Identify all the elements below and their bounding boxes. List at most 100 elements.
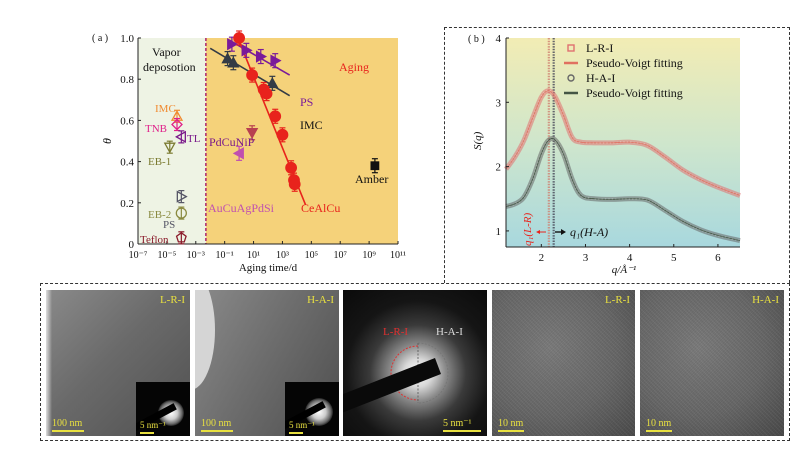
data-point-ps <box>255 50 268 63</box>
vapor-point-eb-2 <box>175 207 187 219</box>
vapor-point-tl <box>174 130 186 143</box>
x-axis-label: Aging time/d <box>239 262 298 274</box>
data-point-cealcu <box>285 161 298 174</box>
chart-b-frame <box>444 27 790 283</box>
vapor-label-eb-1: EB-1 <box>148 156 171 168</box>
saed-pattern-comparison: L-R-I H-A-I 5 nm⁻¹ <box>343 290 487 436</box>
data-point-imc <box>221 52 234 64</box>
tem-frame <box>40 283 790 441</box>
data-point-cealcu <box>276 128 289 141</box>
fit-line-h-a-i <box>505 138 741 241</box>
x-tick-label: 10¹¹ <box>390 250 406 261</box>
x-tick-label: 10⁷ <box>333 250 347 261</box>
vapor-label-ps: PS <box>163 219 175 231</box>
region-label-vapor: deposotion <box>143 60 196 74</box>
vapor-label-teflon: Teflon <box>140 234 169 246</box>
y-tick-label: 4 <box>496 33 502 45</box>
region-label-vapor: Vapor <box>152 45 181 59</box>
tem-label-hai: H-A-I <box>436 326 463 338</box>
panel-label-b: ( b ) <box>468 34 485 45</box>
scale-bar: 100 nm <box>201 418 233 432</box>
arrowhead-q1-ha <box>561 229 566 235</box>
legend-label: H-A-I <box>586 71 615 85</box>
scale-bar: 100 nm <box>52 418 84 432</box>
x-tick-label: 10³ <box>276 250 289 261</box>
tem-image-lri: L-R-I 5 nm⁻¹ 100 nm <box>46 290 190 436</box>
saed-inset: 5 nm⁻¹ <box>285 382 339 436</box>
y-axis-label: θ <box>100 138 114 144</box>
tem-label: H-A-I <box>752 294 779 306</box>
vapor-label-imc: IMC <box>155 103 176 115</box>
annotation-q1-lr: q₁(L-R) <box>522 213 534 246</box>
panel-label-a: ( a ) <box>92 33 108 44</box>
hrtem-image-lri: L-R-I 10 nm <box>492 290 635 436</box>
x-tick-label: 5 <box>671 252 677 264</box>
data-point-aucuagpdsi <box>232 147 244 160</box>
data-point-cealcu <box>288 178 301 191</box>
y-tick-label: 0 <box>129 239 135 251</box>
x-tick-label: 6 <box>715 252 721 264</box>
saed-inset: 5 nm⁻¹ <box>136 382 190 436</box>
x-tick-label: 10⁻⁵ <box>158 250 177 261</box>
x-tick-label: 4 <box>627 252 633 264</box>
x-tick-label: 3 <box>583 252 589 264</box>
legend-circle-swatch <box>567 74 575 82</box>
tem-label: L-R-I <box>604 294 630 306</box>
beam-stopper <box>343 358 441 413</box>
data-point-cealcu <box>269 110 282 123</box>
vapor-point-eb-1 <box>163 142 176 154</box>
scale-bar: 10 nm <box>498 418 524 432</box>
y-tick-label: 0.4 <box>120 157 134 169</box>
vapor-point-ps <box>176 190 188 203</box>
fit-line-l-r-i <box>505 90 741 196</box>
x-tick-label: 10⁻¹ <box>216 250 234 261</box>
legend-label: Pseudo-Voigt fitting <box>586 86 683 100</box>
vapor-point-teflon <box>175 232 187 243</box>
y-tick-label: 2 <box>496 162 502 174</box>
x-axis-label: q/Å⁻¹ <box>612 264 636 276</box>
vapor-point-tnb <box>171 118 183 131</box>
sample-edge <box>46 290 52 436</box>
data-point-imc <box>266 76 279 89</box>
data-point-amber <box>370 161 380 171</box>
tem-label: H-A-I <box>307 294 334 306</box>
legend-label: L-R-I <box>586 41 613 55</box>
series-label-ps: PS <box>300 95 313 109</box>
x-tick-label: 10⁻⁷ <box>129 250 148 261</box>
arrowhead-q1-lr <box>536 230 540 234</box>
data-point-cealcu <box>246 69 259 81</box>
region-aging <box>205 38 398 244</box>
x-tick-label: 10⁵ <box>305 250 319 261</box>
tem-label: L-R-I <box>159 294 185 306</box>
legend-square-swatch <box>567 44 575 52</box>
ring-overlay <box>343 342 449 413</box>
hai-ring <box>417 342 449 404</box>
x-tick-label: 10⁻³ <box>187 250 205 261</box>
y-tick-label: 0.2 <box>120 198 134 210</box>
legend-label: Pseudo-Voigt fitting <box>586 56 683 70</box>
data-point-ps <box>227 38 239 51</box>
series-label-aucuagpdsi: AuCuAgPdSi <box>208 201 275 215</box>
y-tick-label: 1 <box>496 226 502 238</box>
data-point-pdcunip <box>245 127 259 140</box>
scale-bar: 5 nm⁻¹ <box>443 418 481 432</box>
y-tick-label: 3 <box>496 97 502 109</box>
series-label-amber: Amber <box>355 172 388 186</box>
tem-image-hai: H-A-I 5 nm⁻¹ 100 nm <box>195 290 339 436</box>
noise-texture <box>640 290 784 436</box>
scale-bar: 10 nm <box>646 418 672 432</box>
lri-ring <box>390 345 419 401</box>
region-label-aging: Aging <box>339 60 369 74</box>
bright-region <box>195 290 215 390</box>
vapor-label-eb-2: EB-2 <box>148 209 171 221</box>
data-point-cealcu <box>260 87 273 100</box>
inset-scale-bar: 5 nm⁻¹ <box>140 420 166 434</box>
x-tick-label: 2 <box>539 252 545 264</box>
vapor-label-tnb: TNB <box>145 123 167 135</box>
hrtem-image-hai: H-A-I 10 nm <box>640 290 784 436</box>
data-point-ps <box>270 54 282 67</box>
y-tick-label: 0.6 <box>120 115 134 127</box>
series-label-cealcu: CeAlCu <box>301 201 340 215</box>
y-tick-label: 0.8 <box>120 74 134 86</box>
